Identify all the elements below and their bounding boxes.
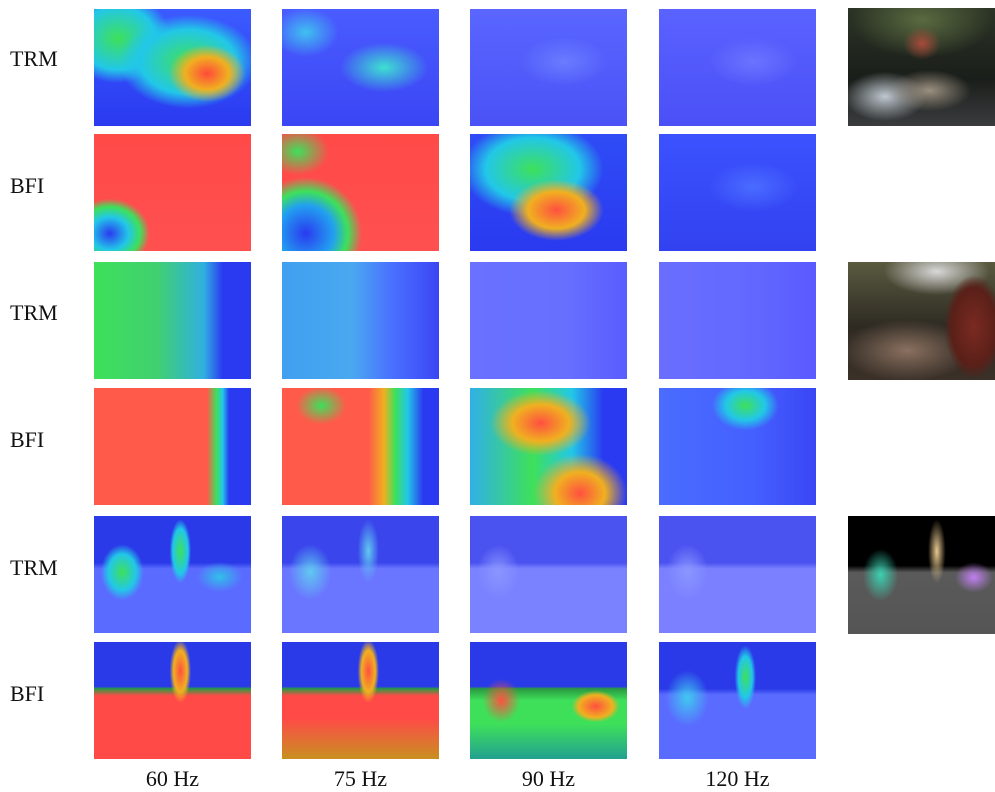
heatmap-scene1-trm-75hz	[282, 9, 439, 126]
heatmap-scene1-trm-120hz	[659, 9, 816, 126]
heatmap-scene2-trm-75hz	[282, 262, 439, 379]
reference-image-dragon	[848, 516, 995, 634]
reference-image-boardwalk	[848, 262, 995, 380]
column-label-60hz: 60 Hz	[145, 766, 200, 791]
heatmap-scene3-trm-90hz	[470, 516, 627, 633]
row-label-bfi-1: BFI	[10, 173, 45, 198]
column-label-90hz: 90 Hz	[521, 766, 576, 791]
column-label-120hz: 120 Hz	[705, 766, 770, 791]
row-label-trm-2: TRM	[10, 300, 58, 325]
heatmap-scene2-trm-120hz	[659, 262, 816, 379]
reference-image-cabin	[848, 8, 995, 126]
heatmap-scene2-trm-60hz	[94, 262, 251, 379]
row-label-bfi-3: BFI	[10, 681, 45, 706]
heatmap-scene2-bfi-75hz	[282, 388, 439, 505]
heatmap-scene1-bfi-90hz	[470, 134, 627, 251]
row-label-trm-3: TRM	[10, 555, 58, 580]
heatmap-scene2-trm-90hz	[470, 262, 627, 379]
heatmap-scene3-trm-75hz	[282, 516, 439, 633]
heatmap-scene1-bfi-60hz	[94, 134, 251, 251]
heatmap-scene2-bfi-120hz	[659, 388, 816, 505]
heatmap-scene2-bfi-90hz	[470, 388, 627, 505]
heatmap-scene3-bfi-90hz	[470, 642, 627, 759]
row-label-bfi-2: BFI	[10, 427, 45, 452]
heatmap-scene3-bfi-75hz	[282, 642, 439, 759]
heatmap-scene3-trm-60hz	[94, 516, 251, 633]
heatmap-scene3-bfi-120hz	[659, 642, 816, 759]
heatmap-scene3-bfi-60hz	[94, 642, 251, 759]
row-label-trm-1: TRM	[10, 46, 58, 71]
heatmap-scene1-bfi-120hz	[659, 134, 816, 251]
heatmap-scene3-trm-120hz	[659, 516, 816, 633]
heatmap-scene1-bfi-75hz	[282, 134, 439, 251]
heatmap-scene2-bfi-60hz	[94, 388, 251, 505]
heatmap-scene1-trm-60hz	[94, 9, 251, 126]
column-label-75hz: 75 Hz	[333, 766, 388, 791]
heatmap-scene1-trm-90hz	[470, 9, 627, 126]
